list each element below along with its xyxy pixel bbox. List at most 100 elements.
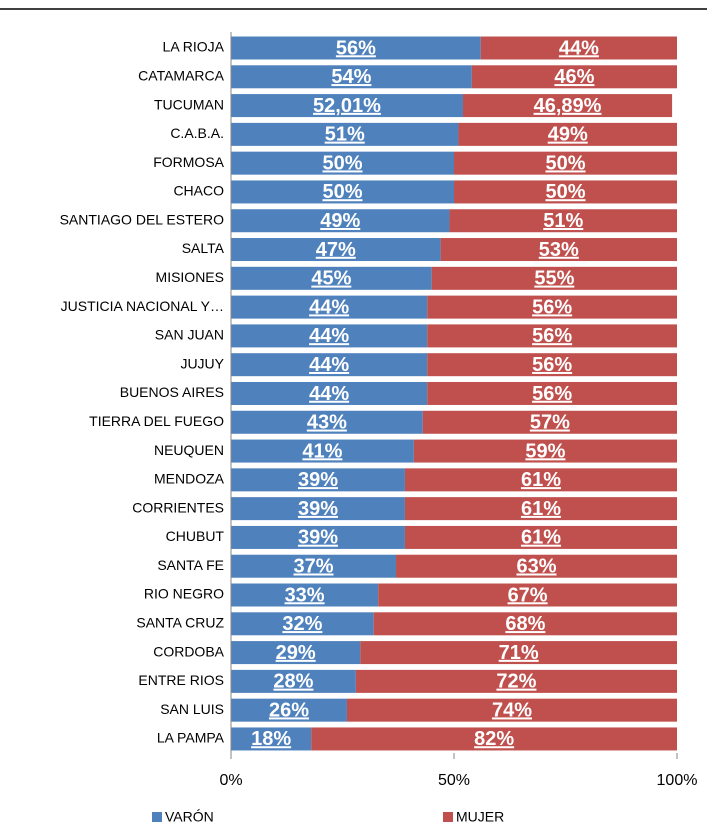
bar-segment [471,65,677,89]
bar-segment [346,698,677,722]
bar-segment [449,209,677,233]
value-label: 49% [548,124,588,146]
value-label: 68% [505,613,545,635]
bar-segment [231,266,432,290]
value-label: 33% [285,584,325,606]
bar-segment [231,94,463,118]
category-label: BUENOS AIRES [120,384,224,400]
value-label: 51% [543,210,583,232]
value-label: 67% [508,584,548,606]
category-label: RIO NEGRO [144,586,224,602]
value-label: 39% [298,469,338,491]
value-label: 72% [496,671,536,693]
value-label: 18% [251,728,291,750]
bar-segment [413,439,677,463]
bar-segment [427,381,677,405]
bar-segment [231,381,428,405]
category-label: SANTIAGO DEL ESTERO [60,211,225,227]
category-label: FORMOSA [153,154,224,170]
bar-segment [454,180,677,204]
value-label: 74% [492,699,532,721]
value-label: 44% [559,37,599,59]
bar-segment [427,295,677,319]
value-label: 61% [521,469,561,491]
bar-segment [231,209,450,233]
bar-segment [462,94,673,118]
x-tick-label: 0% [219,772,242,789]
bar-segment [231,324,428,348]
bar-segment [231,122,459,146]
bar-segment [427,353,677,377]
legend-swatch [152,812,162,822]
category-label: ENTRE RIOS [138,672,224,688]
value-label: 61% [521,527,561,549]
bar-segment [427,324,677,348]
category-label: LA RIOJA [163,39,225,55]
value-label: 55% [534,268,574,290]
value-label: 56% [532,296,572,318]
value-label: 46% [554,66,594,88]
bar-segment [458,122,677,146]
category-label: CORDOBA [153,643,224,659]
bar-segment [378,583,677,607]
bar-segment [480,36,677,60]
bar-segment [231,36,481,60]
value-label: 82% [474,728,514,750]
bar-segment [231,612,374,636]
category-label: SANTA FE [157,557,224,573]
value-label: 39% [298,498,338,520]
category-label: CORRIENTES [132,499,224,515]
bar-segment [231,151,454,175]
value-label: 39% [298,527,338,549]
value-label: 56% [336,37,376,59]
value-label: 56% [532,325,572,347]
legend-swatch [443,812,453,822]
value-label: 32% [282,613,322,635]
bar-segment [311,727,677,751]
bar-segment [404,497,677,521]
legend-label: VARÓN [165,809,214,825]
value-label: 45% [311,268,351,290]
bar-segment [231,439,414,463]
category-label: SALTA [182,240,225,256]
bar-segment [231,353,428,377]
value-label: 56% [532,383,572,405]
value-label: 54% [331,66,371,88]
value-label: 52,01% [313,95,381,117]
value-label: 61% [521,498,561,520]
bar-segment [422,410,677,434]
bar-segment [360,641,677,665]
category-label: CATAMARCA [138,67,224,83]
value-label: 56% [532,354,572,376]
value-label: 50% [322,181,362,203]
value-label: 26% [269,699,309,721]
category-label: SAN LUIS [160,701,224,717]
value-label: 63% [516,556,556,578]
bar-segment [355,669,677,693]
value-label: 43% [307,412,347,434]
bar-segment [431,266,677,290]
value-label: 44% [309,383,349,405]
category-label: C.A.B.A. [170,125,224,141]
value-label: 50% [545,181,585,203]
value-label: 59% [525,440,565,462]
value-label: 51% [325,124,365,146]
category-label: SAN JUAN [155,327,224,343]
bar-segment [231,238,441,262]
bar-segment [231,295,428,319]
category-label: TUCUMAN [154,96,224,112]
bar-segment [231,65,472,89]
bar-segment [373,612,677,636]
bar-segment [440,238,677,262]
legend-label: MUJER [456,809,504,825]
bar-segment [231,525,405,549]
category-label: SANTA CRUZ [136,615,224,631]
value-label: 41% [302,440,342,462]
value-label: 47% [316,239,356,261]
value-label: 44% [309,354,349,376]
value-label: 37% [293,556,333,578]
bar-segment [231,583,379,607]
value-label: 44% [309,325,349,347]
bar-segment [231,727,312,751]
